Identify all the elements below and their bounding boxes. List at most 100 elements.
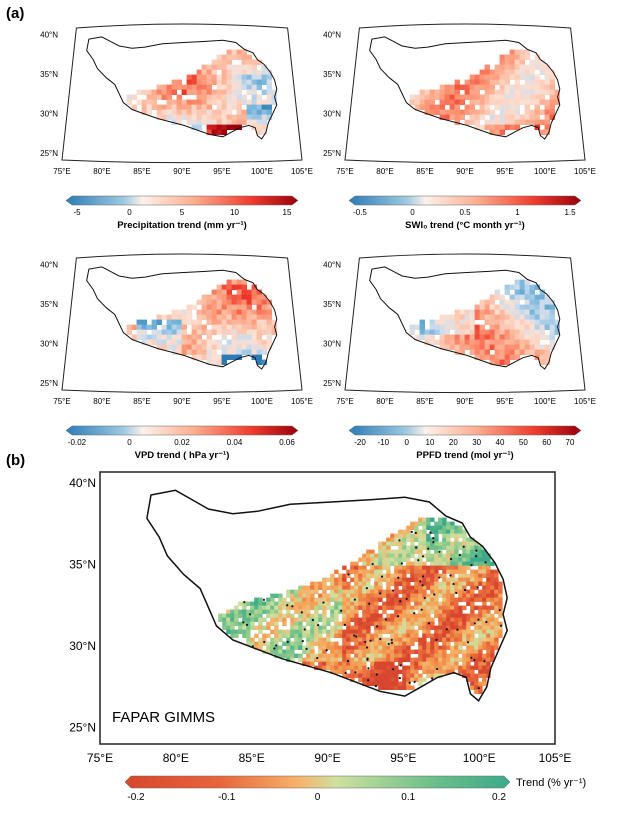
lat-label: 25°N	[323, 379, 341, 388]
lon-label: 85°E	[239, 751, 265, 765]
colorbar-label: PPFD trend (mol yr⁻¹)	[416, 450, 513, 461]
lon-label: 100°E	[463, 751, 496, 765]
lon-label: 75°E	[87, 751, 113, 765]
colorbar-label: SWI₀ trend (°C month yr⁻¹)	[405, 220, 525, 231]
main-map-significance-dots	[242, 530, 503, 690]
colorbar-tick: 1.5	[564, 208, 576, 217]
colorbar-tick: 0.02	[174, 438, 190, 447]
small-map-1-lat-labels: 40°N 35°N 30°N 25°N	[40, 30, 58, 158]
main-colorbar-label: Trend (% yr⁻¹)	[516, 777, 586, 789]
lon-label: 100°E	[251, 167, 273, 176]
lat-label: 35°N	[69, 557, 96, 571]
small-map-3-colorbar-bar	[65, 425, 299, 436]
colorbar-tick: 0	[410, 208, 415, 217]
lat-label: 30°N	[40, 109, 58, 118]
colorbar-tick: -0.02	[68, 438, 87, 447]
main-map-map-area	[99, 471, 556, 745]
lat-label: 40°N	[323, 30, 341, 39]
colorbar-tick: -10	[378, 438, 390, 447]
small-map-4-map-area	[344, 253, 586, 394]
main-map-lat-labels: 40°N 35°N 30°N 25°N	[69, 476, 96, 735]
lat-label: 30°N	[40, 339, 58, 348]
colorbar-tick: 0	[315, 792, 321, 803]
small-map-2-lat-labels: 40°N 35°N 30°N 25°N	[323, 30, 341, 158]
small-map-2-lon-labels: 75°E 80°E 85°E 90°E 95°E 100°E 105°E	[336, 167, 596, 176]
colorbar-tick: 20	[449, 438, 458, 447]
lon-label: 85°E	[416, 167, 433, 176]
lon-label: 80°E	[376, 397, 393, 406]
small-map-4-trend-cells	[409, 279, 560, 365]
main-map-group: 40°N 35°N 30°N 25°N 75°E 80°E 85°E 90°E 95°E 100°…	[69, 471, 586, 803]
lat-label: 30°N	[323, 109, 341, 118]
small-map-3-frame	[61, 253, 303, 394]
panel-a-label: (a)	[6, 5, 24, 22]
small-map-2-colorbar: -0.5 0 0.5 1 1.5	[348, 195, 582, 217]
lon-label: 85°E	[133, 397, 150, 406]
colorbar-tick: 5	[180, 208, 185, 217]
lat-label: 30°N	[323, 339, 341, 348]
small-map-3: 40°N 35°N 30°N 25°N 75°E 80°E 85°E 90°E 95°E 100°…	[40, 253, 313, 461]
small-map-2-trend-cells	[409, 49, 560, 135]
small-map-3-lon-labels: 75°E 80°E 85°E 90°E 95°E 100°E 105°E	[53, 397, 313, 406]
lon-label: 95°E	[496, 397, 513, 406]
lat-label: 40°N	[323, 260, 341, 269]
small-map-4-colorbar: -20 -10 0 10 20 30 40 50 60 70	[348, 425, 582, 447]
small-map-3-plateau-outline	[86, 266, 278, 370]
lat-label: 40°N	[40, 30, 58, 39]
lon-label: 80°E	[93, 397, 110, 406]
small-map-1-map-area	[61, 23, 303, 164]
lon-label: 90°E	[314, 751, 340, 765]
colorbar-tick: -0.2	[127, 792, 145, 803]
colorbar-tick: -5	[73, 208, 81, 217]
lon-label: 105°E	[574, 167, 596, 176]
lat-label: 25°N	[323, 149, 341, 158]
small-map-4-frame	[344, 253, 586, 394]
lon-label: 90°E	[173, 167, 190, 176]
lon-label: 95°E	[213, 167, 230, 176]
lon-label: 75°E	[53, 397, 70, 406]
lon-label: 90°E	[173, 397, 190, 406]
main-map-lon-labels: 75°E 80°E 85°E 90°E 95°E 100°E 105°E	[87, 751, 571, 765]
colorbar-tick: 1	[515, 208, 520, 217]
lat-label: 35°N	[323, 70, 341, 79]
lon-label: 100°E	[534, 397, 556, 406]
main-map-plateau-outline	[146, 489, 508, 702]
lon-label: 90°E	[456, 167, 473, 176]
colorbar-tick: 50	[519, 438, 528, 447]
lat-label: 25°N	[40, 149, 58, 158]
lat-label: 35°N	[40, 300, 58, 309]
small-map-4-colorbar-bar	[348, 425, 582, 436]
small-map-2-colorbar-bar	[348, 195, 582, 206]
colorbar-tick: 0	[127, 438, 132, 447]
lon-label: 75°E	[336, 397, 353, 406]
colorbar-label: VPD trend ( hPa yr⁻¹)	[135, 450, 230, 461]
colorbar-tick: 0.2	[492, 792, 506, 803]
colorbar-tick: 70	[566, 438, 575, 447]
lat-label: 35°N	[40, 70, 58, 79]
colorbar-tick: 0.5	[459, 208, 471, 217]
main-map-trend-cells	[218, 517, 503, 694]
lat-label: 25°N	[69, 721, 96, 735]
small-map-2-plateau-outline	[369, 36, 561, 140]
small-maps-group: 40°N 35°N 30°N 25°N 75°E 80°E 85°E 90°E 95°E 100°…	[40, 23, 596, 461]
small-map-2-frame	[344, 23, 586, 164]
small-map-3-colorbar: -0.02 0 0.02 0.04 0.06	[65, 425, 299, 447]
lon-label: 80°E	[163, 751, 189, 765]
small-map-4-lon-labels: 75°E 80°E 85°E 90°E 95°E 100°E 105°E	[336, 397, 596, 406]
colorbar-tick: 30	[472, 438, 481, 447]
colorbar-tick: -20	[354, 438, 366, 447]
lon-label: 85°E	[416, 397, 433, 406]
colorbar-tick: 0.06	[279, 438, 295, 447]
lon-label: 105°E	[574, 397, 596, 406]
lon-label: 80°E	[93, 167, 110, 176]
lon-label: 85°E	[133, 167, 150, 176]
lon-label: 75°E	[53, 167, 70, 176]
lon-label: 90°E	[456, 397, 473, 406]
lat-label: 30°N	[69, 639, 96, 653]
lon-label: 100°E	[534, 167, 556, 176]
small-map-2: 40°N 35°N 30°N 25°N 75°E 80°E 85°E 90°E 95°E 100°…	[323, 23, 596, 231]
lat-label: 40°N	[69, 476, 96, 490]
lat-label: 40°N	[40, 260, 58, 269]
colorbar-tick: 40	[496, 438, 505, 447]
